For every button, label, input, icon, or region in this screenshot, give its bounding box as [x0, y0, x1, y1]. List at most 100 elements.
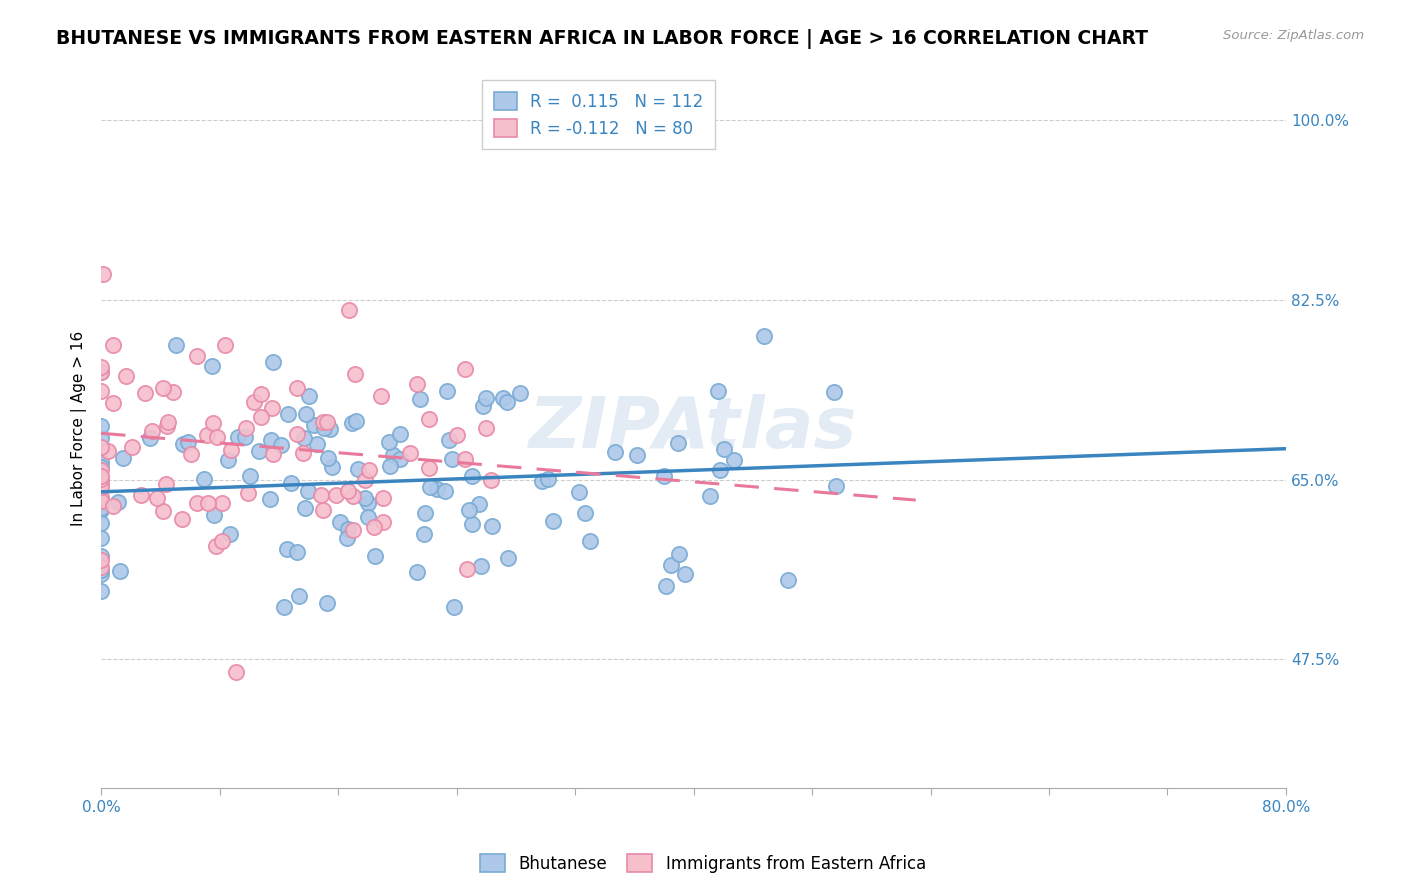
Point [291, 445, 314, 459]
Point [579, 533, 602, 548]
Point [673, 567, 696, 582]
Point [247, 444, 270, 458]
Point [260, 401, 283, 415]
Point [260, 434, 283, 448]
Point [285, 545, 308, 559]
Point [90, 531, 112, 545]
Point [418, 460, 440, 475]
Point [90, 365, 112, 379]
Point [236, 486, 259, 500]
Point [537, 472, 560, 486]
Point [162, 384, 184, 399]
Point [754, 329, 776, 343]
Point [316, 596, 339, 610]
Point [170, 512, 193, 526]
Point [309, 488, 332, 502]
Point [270, 437, 292, 451]
Point [217, 452, 239, 467]
Point [713, 442, 735, 457]
Point [347, 462, 370, 476]
Point [90, 549, 112, 564]
Point [363, 520, 385, 534]
Point [146, 491, 169, 505]
Point [177, 434, 200, 449]
Point [344, 414, 367, 428]
Point [668, 547, 690, 561]
Point [434, 484, 457, 499]
Point [302, 417, 325, 432]
Point [389, 426, 412, 441]
Point [195, 428, 218, 442]
Point [262, 446, 284, 460]
Point [288, 589, 311, 603]
Point [239, 469, 262, 483]
Point [172, 437, 194, 451]
Point [709, 463, 731, 477]
Point [205, 539, 228, 553]
Point [574, 507, 596, 521]
Point [406, 565, 429, 579]
Point [90, 490, 112, 504]
Point [388, 452, 411, 467]
Point [110, 565, 132, 579]
Point [90, 493, 112, 508]
Point [90, 516, 112, 531]
Point [285, 381, 308, 395]
Point [90, 384, 112, 398]
Legend: R =  0.115   N = 112, R = -0.112   N = 80: R = 0.115 N = 112, R = -0.112 N = 80 [482, 80, 716, 150]
Point [541, 514, 564, 528]
Point [441, 452, 464, 467]
Point [225, 665, 247, 679]
Point [456, 562, 478, 576]
Point [221, 442, 243, 457]
Point [101, 499, 124, 513]
Point [107, 495, 129, 509]
Point [509, 386, 531, 401]
Point [91, 267, 114, 281]
Point [90, 475, 112, 490]
Point [363, 549, 385, 563]
Point [321, 460, 343, 475]
Point [134, 385, 156, 400]
Point [457, 503, 479, 517]
Point [778, 574, 800, 588]
Point [90, 567, 112, 582]
Point [699, 489, 721, 503]
Point [825, 479, 848, 493]
Point [219, 527, 242, 541]
Point [156, 415, 179, 429]
Point [292, 431, 315, 445]
Point [316, 450, 339, 465]
Point [90, 431, 112, 445]
Point [165, 337, 187, 351]
Point [90, 364, 112, 378]
Point [280, 476, 302, 491]
Point [446, 427, 468, 442]
Point [90, 563, 112, 577]
Point [90, 560, 112, 574]
Point [342, 489, 364, 503]
Point [285, 427, 308, 442]
Point [193, 472, 215, 486]
Point [568, 485, 591, 500]
Point [90, 503, 112, 517]
Point [273, 599, 295, 614]
Point [370, 389, 392, 403]
Point [90, 583, 112, 598]
Point [156, 419, 179, 434]
Point [201, 359, 224, 374]
Point [413, 506, 436, 520]
Point [723, 453, 745, 467]
Point [233, 430, 256, 444]
Point [481, 519, 503, 533]
Point [329, 515, 352, 529]
Point [823, 385, 845, 400]
Point [90, 454, 112, 468]
Point [312, 503, 335, 517]
Point [90, 468, 112, 483]
Text: BHUTANESE VS IMMIGRANTS FROM EASTERN AFRICA IN LABOR FORCE | AGE > 16 CORRELATIO: BHUTANESE VS IMMIGRANTS FROM EASTERN AFR… [56, 29, 1149, 48]
Point [90, 501, 112, 516]
Point [180, 446, 202, 460]
Text: ZIPAtlas: ZIPAtlas [529, 393, 858, 463]
Point [155, 476, 177, 491]
